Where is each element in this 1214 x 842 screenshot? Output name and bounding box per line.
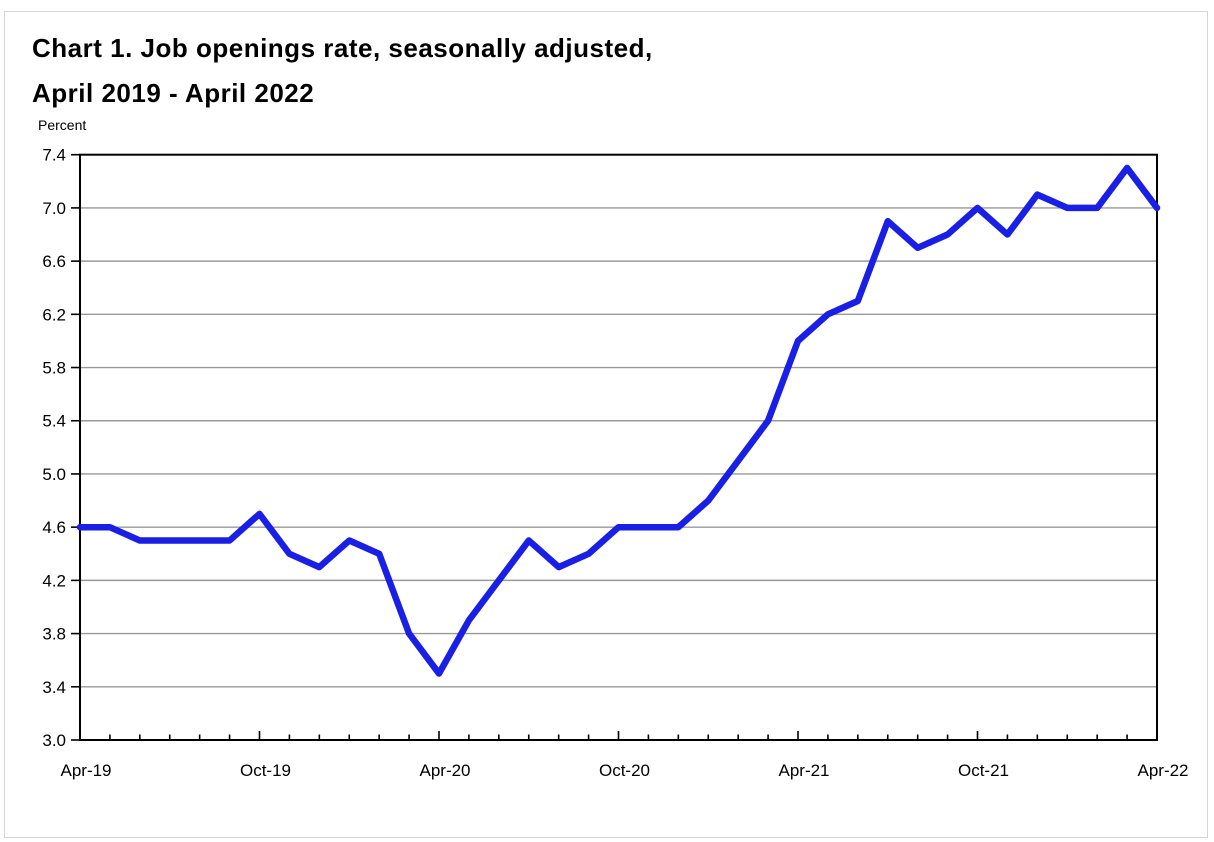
svg-text:6.2: 6.2 — [42, 305, 66, 324]
svg-text:Apr-21: Apr-21 — [778, 761, 829, 780]
svg-text:5.8: 5.8 — [42, 359, 66, 378]
chart-title-line2: April 2019 - April 2022 — [32, 78, 315, 108]
y-axis-ticks — [71, 153, 80, 741]
svg-text:3.8: 3.8 — [42, 625, 66, 644]
svg-text:7.0: 7.0 — [42, 199, 66, 218]
chart-title: Chart 1. Job openings rate, seasonally a… — [32, 26, 653, 116]
svg-text:Apr-22: Apr-22 — [1137, 761, 1188, 780]
x-axis-tick-labels: Apr-19 Oct-19 Apr-20 Oct-20 Apr-21 Oct-21 Apr-… — [60, 761, 1188, 780]
y-axis-tick-labels: 3.0 3.4 3.8 4.2 4.6 5.0 5.4 5.8 6.2 6.6 7.0 7.4 — [42, 146, 66, 750]
svg-text:3.0: 3.0 — [42, 731, 66, 750]
plot-frame — [79, 153, 1158, 741]
svg-text:Oct-19: Oct-19 — [240, 761, 291, 780]
y-axis-unit-label: Percent — [38, 117, 87, 133]
svg-text:4.2: 4.2 — [42, 571, 66, 590]
svg-text:4.6: 4.6 — [42, 518, 66, 537]
svg-text:Oct-21: Oct-21 — [958, 761, 1009, 780]
svg-text:5.4: 5.4 — [42, 412, 66, 431]
chart-title-line1: Chart 1. Job openings rate, seasonally a… — [32, 33, 653, 63]
svg-text:7.4: 7.4 — [42, 146, 66, 165]
job-openings-rate-line — [76, 164, 1161, 677]
svg-text:6.6: 6.6 — [42, 252, 66, 271]
y-gridlines — [80, 207, 1157, 688]
svg-text:Apr-20: Apr-20 — [419, 761, 470, 780]
svg-text:3.4: 3.4 — [42, 678, 66, 697]
svg-text:Oct-20: Oct-20 — [599, 761, 650, 780]
svg-text:5.0: 5.0 — [42, 465, 66, 484]
x-axis-ticks — [79, 731, 1158, 740]
svg-text:Apr-19: Apr-19 — [60, 761, 111, 780]
